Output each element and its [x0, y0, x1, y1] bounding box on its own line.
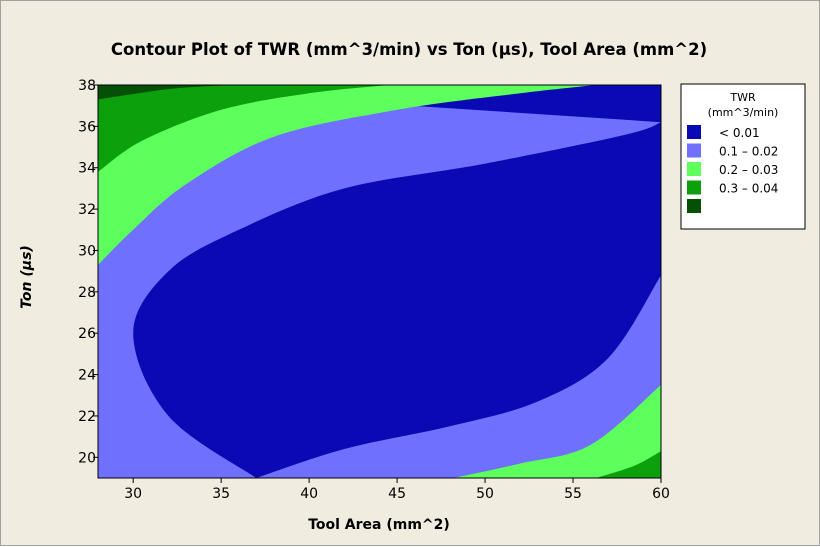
x-tick-label: 30 — [124, 486, 142, 502]
x-tick-label: 50 — [476, 486, 494, 502]
legend-box — [680, 83, 806, 230]
y-tick-label: 30 — [78, 243, 96, 259]
y-tick-label: 20 — [78, 450, 96, 466]
legend-entry-label: 0.1 – 0.02 — [719, 145, 778, 159]
y-tick-label: 22 — [78, 409, 96, 425]
legend-entry-label: 0.3 – 0.04 — [719, 182, 778, 196]
chart-title: Contour Plot of TWR (mm^3/min) vs Ton (µ… — [111, 40, 707, 59]
legend-title: TWR — [729, 91, 756, 104]
legend-entry-label: 0.2 – 0.03 — [719, 163, 778, 177]
x-axis-label: Tool Area (mm^2) — [308, 517, 450, 533]
legend-swatch — [687, 143, 701, 158]
y-tick-label: 34 — [78, 161, 96, 177]
y-tick-label: 24 — [78, 368, 96, 384]
contour-region-upper-1 — [98, 85, 661, 478]
x-tick-label: 55 — [564, 486, 582, 502]
axes: 30 35 40 45 50 55 60 20 22 24 26 28 30 32 34 36 38 — [78, 78, 670, 502]
plot-border — [97, 84, 662, 479]
contour-region-upper-3 — [98, 85, 661, 172]
legend-swatch — [687, 125, 701, 139]
legend-swatch — [687, 162, 701, 176]
y-tick-label: 26 — [78, 326, 96, 342]
legend-swatch — [687, 180, 701, 195]
x-tick-label: 35 — [212, 486, 230, 502]
contour-region-upper-4 — [98, 85, 661, 100]
legend-entry-label: < 0.01 — [719, 126, 760, 140]
y-axis-label: Ton (µs) — [19, 245, 35, 309]
y-tick-label: 32 — [78, 202, 96, 218]
legend-subtitle: (mm^3/min) — [708, 106, 779, 119]
y-tick-label: 28 — [78, 285, 96, 301]
x-tick-label: 40 — [300, 486, 318, 502]
y-tick-label: 36 — [78, 119, 96, 135]
legend-swatch — [687, 199, 701, 213]
x-tick-label: 45 — [388, 486, 406, 502]
contour-region-lower-1 — [256, 275, 661, 478]
contour-region-lower-3 — [595, 451, 661, 478]
plot-area — [98, 85, 661, 478]
contour-region-lower-2 — [453, 384, 661, 478]
legend: TWR (mm^3/min) < 0.01 0.1 – 0.02 0.2 – 0.0… — [680, 83, 806, 230]
x-tick-label: 60 — [652, 486, 670, 502]
contour-region-upper-2 — [98, 85, 661, 265]
y-tick-label: 38 — [78, 78, 96, 94]
